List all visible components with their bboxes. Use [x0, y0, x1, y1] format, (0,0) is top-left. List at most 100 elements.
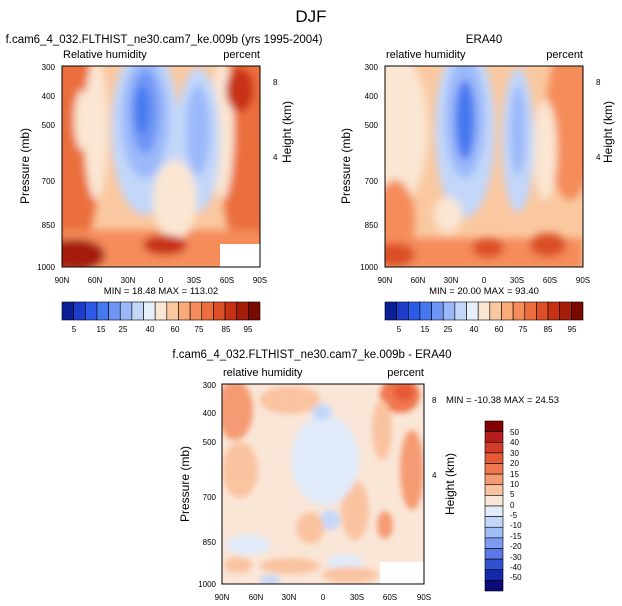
panel-diff-ylabel-right: Height (km)	[443, 453, 457, 515]
panel-diff-xtick: 30N	[282, 593, 297, 602]
panel-obs-colorbar-swatch	[477, 301, 491, 321]
panel-diff-colorbar-swatch	[484, 537, 504, 549]
panel-diff-stats: MIN = -10.38 MAX = 24.53	[446, 395, 559, 406]
panel-obs-colorbar-swatch	[489, 301, 502, 321]
panel-diff-ytick: 700	[203, 493, 217, 502]
panel-diff-colorbar-swatch	[484, 495, 504, 507]
panel-model-ylabel: Pressure (mb)	[18, 128, 32, 204]
panel-model-colorbar-label: 25	[119, 325, 128, 334]
panel-obs-ytick-right: 8	[596, 78, 601, 87]
panel-model-colorbar-label: 40	[146, 325, 155, 334]
panel-diff-colorbar-swatch	[484, 420, 504, 432]
panel-diff-ytick: 500	[203, 438, 217, 447]
panel-diff-units-label: percent	[387, 367, 424, 379]
panel-model-xtick: 30N	[121, 276, 136, 285]
panel-obs-ytick: 850	[365, 221, 379, 230]
panel-model-xtick: 90N	[55, 276, 70, 285]
panel-model-colorbar	[61, 301, 261, 321]
panel-diff-colorbar-swatch	[484, 473, 504, 486]
panel-diff-colorbar	[484, 420, 504, 592]
panel-obs-ytick: 300	[365, 63, 379, 72]
panel-model-colorbar-swatch	[189, 301, 203, 321]
panel-obs-colorbar-swatch	[571, 301, 584, 321]
panel-diff-colorbar-swatch	[484, 558, 504, 571]
panel-diff-colorbar-label: -40	[510, 563, 522, 572]
panel-obs-stats: MIN = 20.00 MAX = 93.40	[429, 286, 539, 297]
panel-diff-ylabel: Pressure (mb)	[178, 446, 192, 522]
panel-diff-xtick: 90S	[417, 593, 431, 602]
panel-model-frame	[61, 65, 261, 268]
panel-obs-colorbar-swatch	[454, 301, 467, 321]
panel-diff-ytick: 850	[203, 538, 217, 547]
panel-obs-colorbar-swatch	[501, 301, 514, 321]
panel-diff-xtick: 30S	[350, 593, 364, 602]
panel-model-ytick: 500	[42, 121, 56, 130]
panel-model-colorbar-swatch	[96, 301, 109, 321]
panel-obs-ytick: 1000	[360, 263, 378, 272]
panel-model-colorbar-swatch	[73, 301, 86, 321]
panel-diff-colorbar-label: 50	[510, 428, 519, 437]
panel-model-colorbar-swatch	[201, 301, 214, 321]
panel-obs-colorbar-label: 5	[397, 325, 402, 334]
panel-model-colorbar-swatch	[154, 301, 168, 321]
panel-model: f.cam6_4_032.FLTHIST_ne30.cam7_ke.009b (…	[6, 34, 323, 334]
panel-obs-variable-label: relative humidity	[386, 49, 466, 61]
panel-diff-colorbar-swatch	[484, 452, 504, 464]
panel-obs-colorbar-swatch	[536, 301, 549, 321]
figure-title: DJF	[295, 7, 326, 26]
panel-diff-contour-field	[222, 384, 424, 584]
panel-model-colorbar-label: 75	[195, 325, 204, 334]
panel-model-xtick: 0	[159, 276, 164, 285]
panel-model-colorbar-label: 85	[222, 325, 231, 334]
panel-obs-xtick: 60N	[411, 276, 426, 285]
panel-obs-xtick: 0	[482, 276, 487, 285]
panel-model-ytick: 1000	[37, 263, 55, 272]
panel-diff-colorbar-swatch	[484, 516, 504, 528]
panel-obs-colorbar-label: 25	[444, 325, 453, 334]
panel-obs-xtick: 90S	[576, 276, 590, 285]
panel-diff-colorbar-swatch	[484, 441, 504, 454]
panel-obs-colorbar-label: 15	[421, 325, 430, 334]
panel-obs-colorbar-label: 85	[544, 325, 553, 334]
panel-model-contour-field	[62, 66, 260, 267]
panel-obs-xtick: 60S	[543, 276, 557, 285]
panel-model-colorbar-swatch	[224, 301, 238, 321]
panel-obs-colorbar-label: 75	[519, 325, 528, 334]
panel-model-colorbar-swatch	[108, 301, 121, 321]
panel-model-colorbar-swatch	[213, 301, 226, 321]
panel-diff-colorbar-swatch	[484, 526, 504, 539]
panel-model-colorbar-swatch	[84, 301, 98, 321]
panel-diff-ytick-right: 4	[432, 471, 437, 480]
panel-obs-colorbar-label: 95	[568, 325, 577, 334]
panel-diff-variable-label: relative humidity	[223, 367, 303, 379]
panel-model-stats: MIN = 18.48 MAX = 113.02	[104, 286, 218, 297]
panel-diff-colorbar-swatch	[484, 548, 504, 560]
panel-obs-colorbar-swatch	[559, 301, 572, 321]
panel-diff-xtick: 0	[321, 593, 326, 602]
panel-model-xtick: 60N	[88, 276, 103, 285]
panel-model-ytick-right: 8	[273, 78, 278, 87]
panel-model-xtick: 90S	[253, 276, 267, 285]
panel-obs-ylabel-right: Height (km)	[601, 101, 615, 163]
panel-diff-ytick: 300	[203, 381, 217, 390]
panel-model-xtick: 30S	[187, 276, 201, 285]
panel-obs-colorbar-swatch	[407, 301, 421, 321]
panel-diff-colorbar-label: 15	[510, 470, 519, 479]
panel-model-ytick-right: 4	[273, 153, 278, 162]
panel-model-units-label: percent	[223, 49, 260, 61]
panel-model-title: f.cam6_4_032.FLTHIST_ne30.cam7_ke.009b (…	[6, 34, 323, 46]
panel-diff-colorbar-label: 30	[510, 449, 519, 458]
panel-diff-colorbar-label: 10	[510, 480, 519, 489]
panel-diff-title: f.cam6_4_032.FLTHIST_ne30.cam7_ke.009b -…	[172, 349, 451, 361]
panel-obs-xtick: 90N	[378, 276, 393, 285]
panel-diff-colorbar-swatch	[484, 484, 504, 496]
panel-model-colorbar-swatch	[119, 301, 133, 321]
panel-obs-frame	[384, 65, 584, 268]
panel-obs-colorbar-swatch	[466, 301, 479, 321]
panel-obs: ERA40 relative humidity percent	[339, 34, 615, 334]
panel-obs-ytick: 400	[365, 92, 379, 101]
panel-obs-colorbar-swatch	[442, 301, 456, 321]
panel-diff-xtick: 90N	[215, 593, 230, 602]
panel-obs-colorbar-label: 40	[470, 325, 479, 334]
